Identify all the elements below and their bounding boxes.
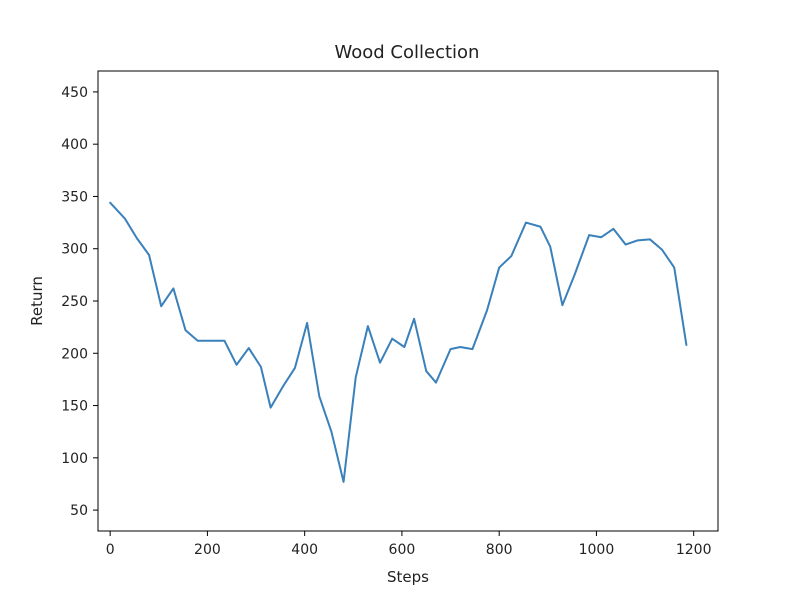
- y-tick-label: 250: [61, 294, 88, 310]
- x-axis-label: Steps: [387, 568, 429, 586]
- y-axis-label: Return: [28, 276, 46, 326]
- x-tick-label: 0: [106, 542, 115, 558]
- x-tick-label: 400: [291, 542, 318, 558]
- y-tick-label: 300: [61, 242, 88, 258]
- series-line: [109, 201, 688, 483]
- x-tick-label: 1000: [579, 542, 615, 558]
- y-tick-label: 400: [61, 137, 88, 153]
- y-tick-label: 200: [61, 346, 88, 362]
- x-axis: 0 200 400 600 800 1000 1200: [106, 531, 712, 558]
- x-tick-label: 200: [194, 542, 221, 558]
- y-tick-label: 450: [61, 85, 88, 101]
- y-tick-label: 150: [61, 399, 88, 415]
- y-tick-label: 50: [70, 503, 88, 519]
- y-tick-label: 350: [61, 189, 88, 205]
- x-tick-label: 600: [389, 542, 416, 558]
- x-tick-label: 1200: [676, 542, 712, 558]
- y-tick-label: 100: [61, 451, 88, 467]
- chart-title: Wood Collection: [335, 42, 480, 63]
- x-tick-label: 800: [486, 542, 513, 558]
- y-axis: 50 100 150 200 250 300 350 400 450: [61, 85, 98, 519]
- plot-area-frame: [97, 70, 719, 532]
